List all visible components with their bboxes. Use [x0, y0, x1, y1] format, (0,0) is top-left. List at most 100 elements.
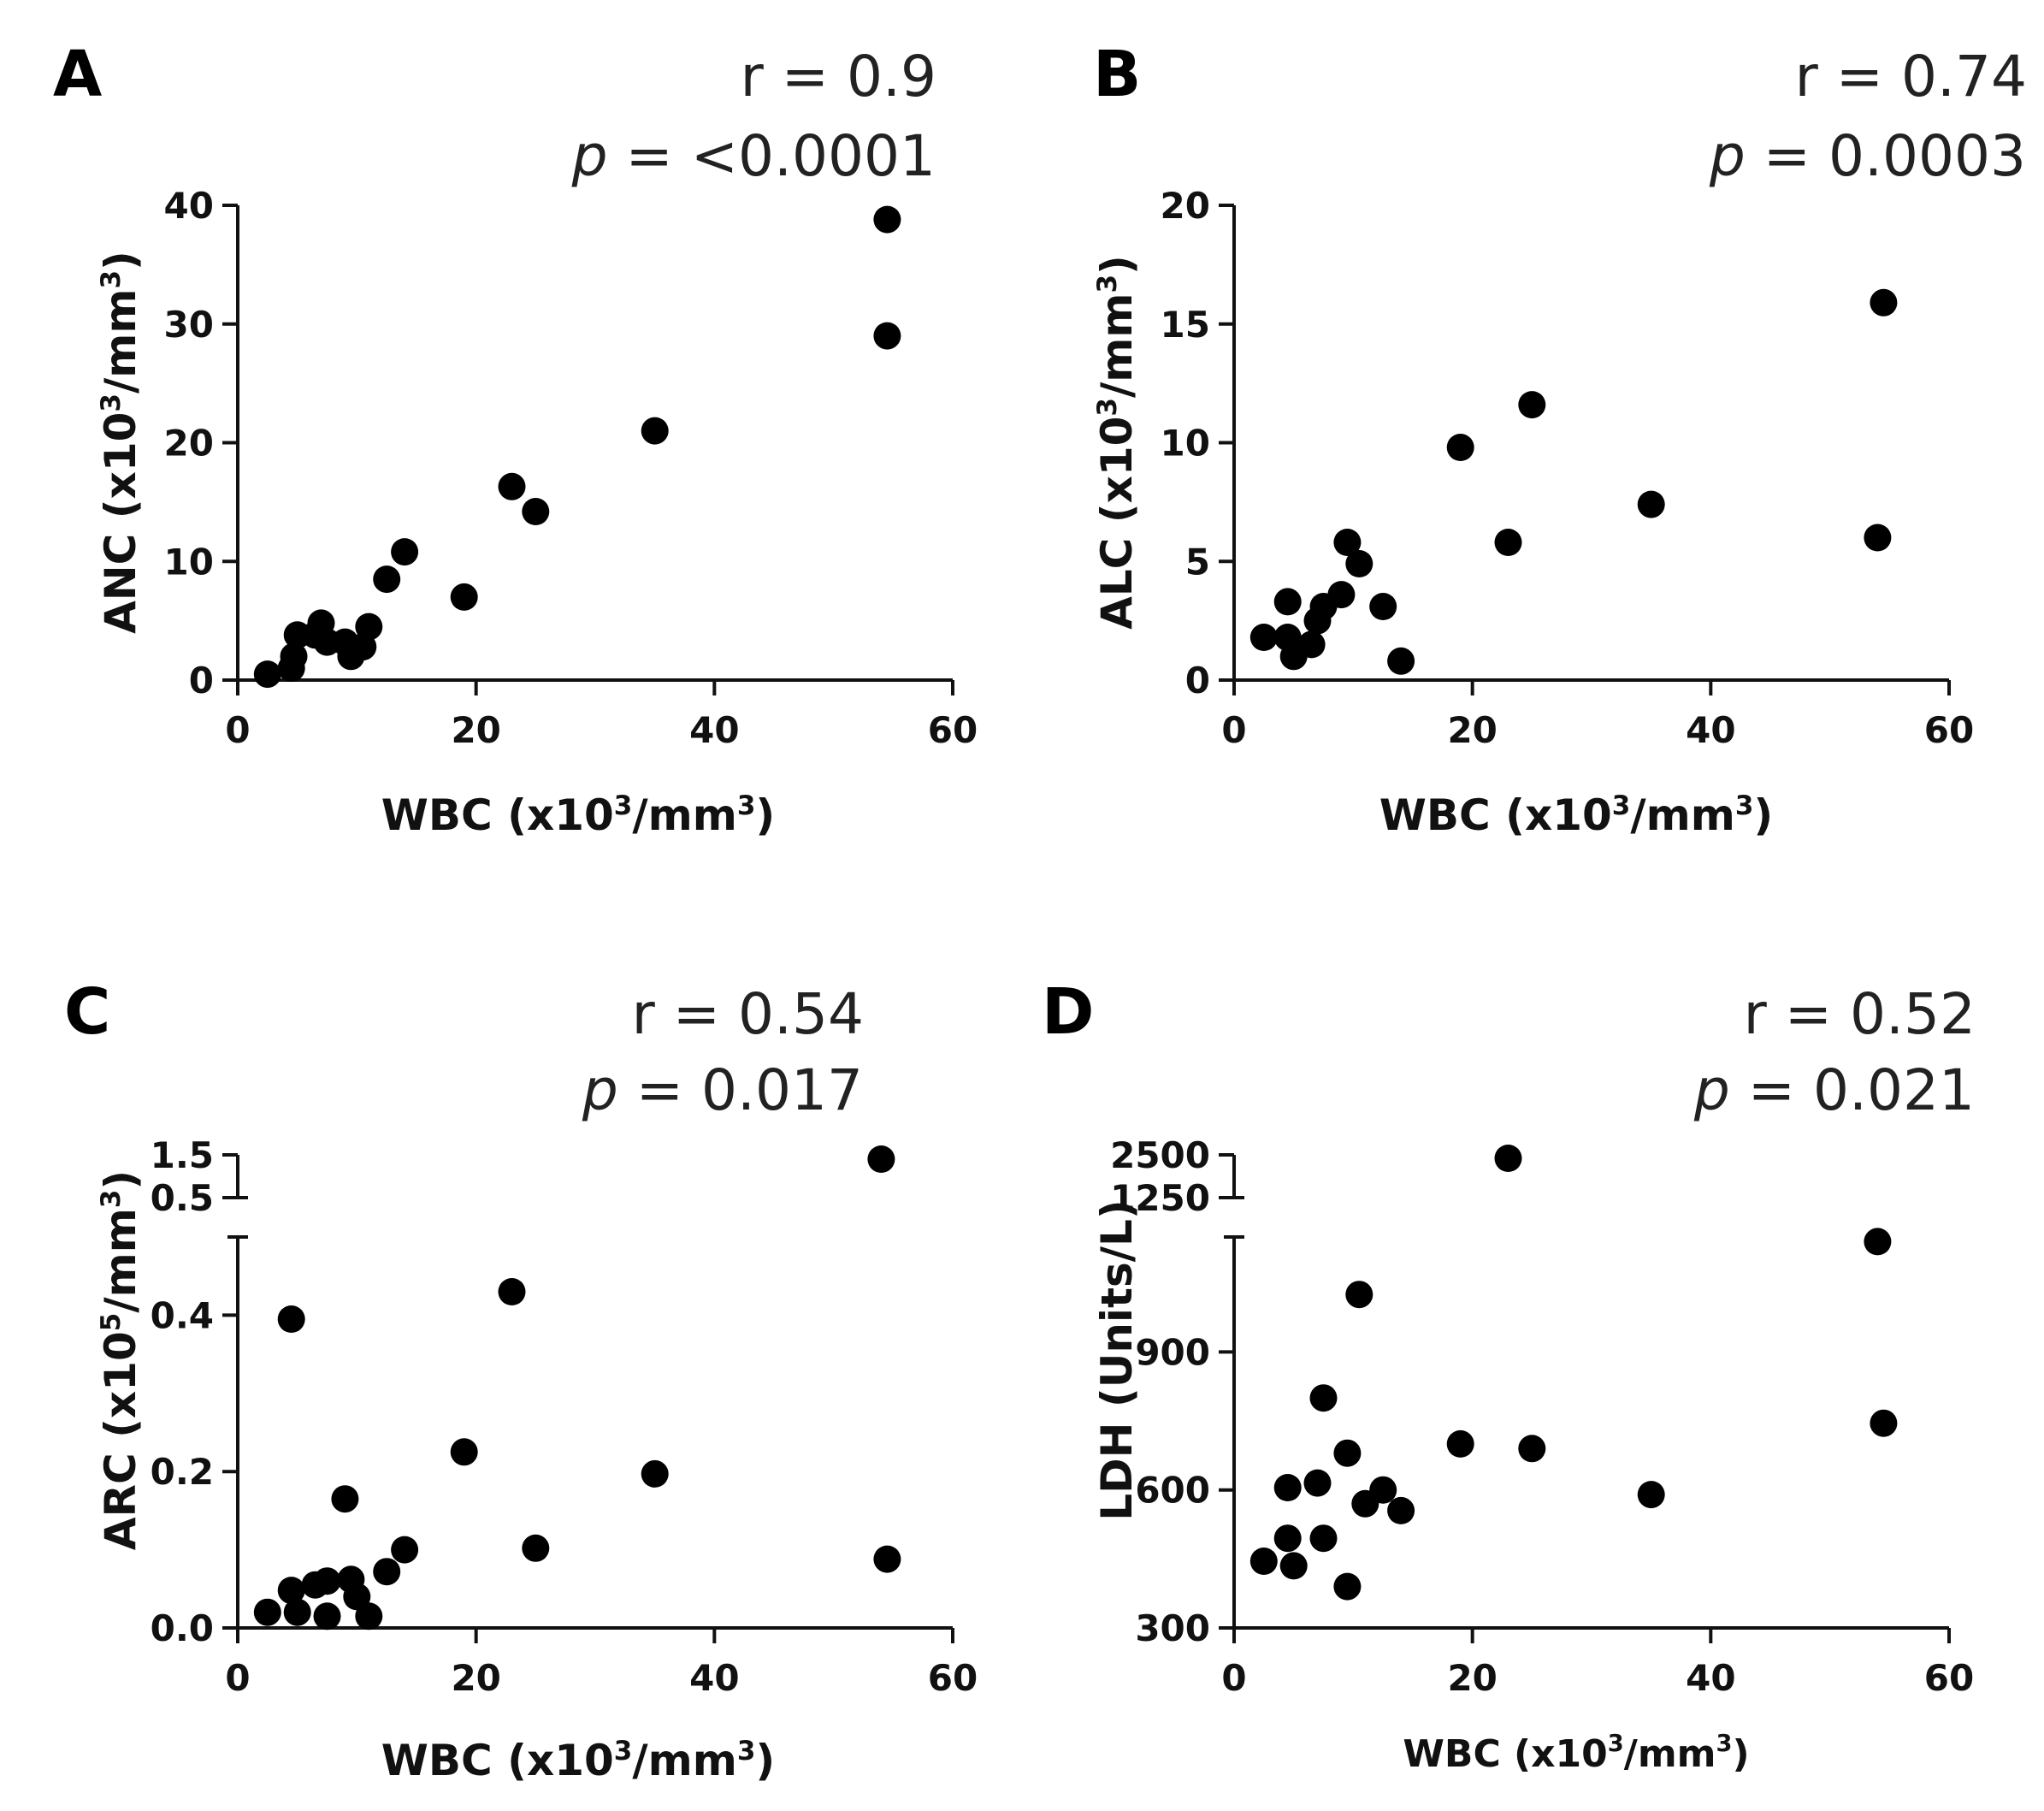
data-point	[313, 1567, 341, 1595]
data-point	[1870, 288, 1898, 317]
data-point	[522, 1534, 550, 1562]
x-tick-label: 60	[1924, 1657, 1974, 1699]
p-value: p = 0.017	[582, 1057, 863, 1123]
y-tick-label: 0.0	[151, 1607, 214, 1649]
data-point	[1864, 524, 1892, 552]
data-point	[1279, 1552, 1308, 1580]
y-tick-label: 1250	[1110, 1177, 1210, 1219]
p-value: p = <0.0001	[571, 123, 936, 189]
y-tick-label: 30	[164, 304, 214, 346]
x-tick-label: 20	[451, 709, 500, 751]
r-value: r = 0.9	[741, 44, 936, 109]
x-axis-label: WBC (x103/mm3)	[1403, 1731, 1749, 1776]
y-tick-label: 900	[1135, 1331, 1210, 1373]
x-tick-label: 20	[1447, 709, 1497, 751]
data-point	[522, 498, 550, 525]
data-point	[1518, 391, 1546, 419]
x-axis-label: WBC (x103/mm3)	[381, 1736, 776, 1785]
y-tick-label: 600	[1135, 1470, 1210, 1512]
data-point	[867, 1145, 895, 1173]
panel-letter: D	[1042, 975, 1094, 1049]
panel-letter: A	[53, 38, 102, 111]
y-tick-label: 20	[164, 423, 214, 465]
data-point	[873, 322, 901, 350]
data-point	[1870, 1409, 1898, 1437]
y-tick-label: 40	[164, 185, 214, 227]
data-point	[1333, 529, 1362, 556]
data-point	[280, 642, 308, 671]
data-point	[1327, 581, 1356, 609]
y-tick-label: 2500	[1110, 1134, 1210, 1176]
data-point	[1309, 1384, 1338, 1412]
y-tick-label: 0	[189, 660, 214, 701]
data-point	[1333, 1439, 1362, 1467]
data-point	[1637, 1481, 1665, 1509]
x-tick-label: 40	[689, 1657, 739, 1699]
data-point	[391, 1536, 419, 1564]
data-point	[1864, 1228, 1892, 1256]
data-point	[1387, 1496, 1415, 1524]
data-point	[1637, 490, 1665, 518]
data-point	[1249, 1548, 1278, 1575]
data-point	[1345, 550, 1373, 577]
data-point	[1249, 624, 1278, 651]
data-point	[373, 1558, 401, 1586]
x-tick-label: 20	[1447, 1657, 1497, 1699]
data-point	[253, 1598, 281, 1626]
data-point	[1345, 1281, 1373, 1309]
y-axis-label: LDH (Units/L)	[1092, 1199, 1142, 1520]
data-point	[873, 205, 901, 234]
y-tick-label: 15	[1161, 304, 1210, 346]
data-point	[1333, 1572, 1362, 1601]
data-point	[1273, 1474, 1302, 1501]
y-axis-label: ALC (x103/mm3)	[1092, 255, 1142, 630]
panel-letter: B	[1093, 38, 1141, 111]
x-tick-label: 20	[451, 1657, 500, 1699]
data-point	[253, 660, 281, 689]
y-tick-label: 10	[1161, 423, 1210, 465]
data-point	[1494, 1145, 1522, 1172]
data-point	[450, 1438, 478, 1466]
y-tick-label: 20	[1161, 185, 1210, 227]
data-point	[313, 1602, 341, 1630]
x-tick-label: 0	[1221, 709, 1246, 751]
data-point	[1309, 1524, 1338, 1553]
data-point	[873, 1545, 901, 1573]
data-point	[1494, 529, 1522, 556]
x-tick-label: 0	[1221, 1657, 1246, 1699]
y-axis-label: ANC (x103/mm3)	[96, 251, 145, 634]
data-point	[1303, 1469, 1332, 1497]
data-point	[1273, 1524, 1302, 1553]
y-tick-label: 1.5	[151, 1134, 214, 1176]
data-point	[277, 1577, 305, 1605]
data-point	[391, 538, 419, 566]
data-point	[1446, 1429, 1474, 1458]
data-point	[1387, 647, 1415, 675]
data-point	[1297, 630, 1326, 659]
x-axis-label: WBC (x103/mm3)	[381, 790, 776, 840]
data-point	[355, 613, 383, 641]
data-point	[641, 417, 669, 445]
x-tick-label: 40	[1686, 709, 1735, 751]
data-point	[498, 1278, 526, 1305]
y-tick-label: 300	[1135, 1607, 1210, 1649]
x-tick-label: 60	[928, 1657, 978, 1699]
data-point	[1369, 593, 1397, 620]
y-tick-label: 10	[164, 541, 214, 583]
y-tick-label: 0	[1185, 660, 1210, 701]
data-point	[277, 1305, 305, 1333]
p-value: p = 0.0003	[1709, 123, 2026, 189]
x-axis-label: WBC (x103/mm3)	[1379, 790, 1774, 840]
x-tick-label: 0	[225, 1657, 250, 1699]
data-point	[343, 1583, 371, 1611]
r-value: r = 0.74	[1795, 44, 2027, 109]
data-point	[283, 1598, 311, 1626]
x-tick-label: 60	[928, 709, 978, 751]
y-tick-label: 0.4	[151, 1294, 214, 1336]
data-point	[1369, 1476, 1397, 1504]
y-tick-label: 5	[1185, 541, 1210, 583]
